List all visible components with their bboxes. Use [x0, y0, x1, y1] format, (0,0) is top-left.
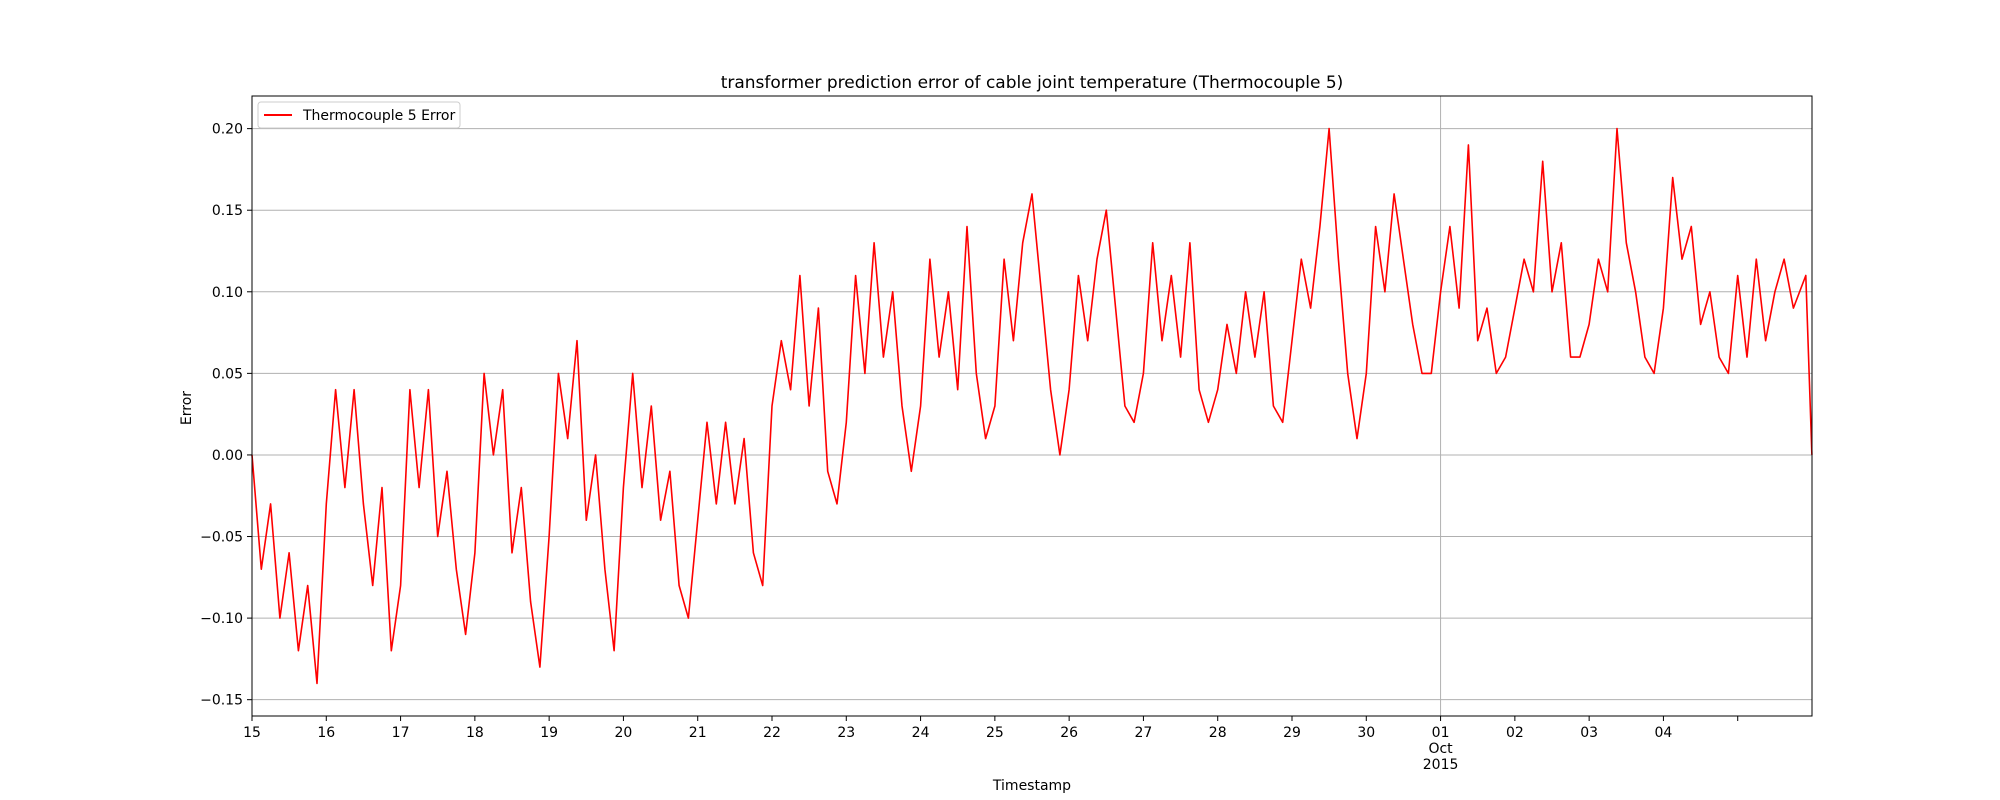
legend-box [257, 101, 461, 129]
x-tick-label: 01 [1432, 725, 1450, 741]
x-tick-label: 26 [1060, 725, 1078, 741]
x-tick-label: 28 [1209, 725, 1227, 741]
plot-frame [251, 95, 1813, 717]
x-tick-label: 04 [1655, 725, 1673, 741]
y-tick-label: −0.05 [200, 530, 243, 546]
y-tick-label: 0.00 [212, 448, 243, 464]
y-tick-label: 0.10 [212, 285, 243, 301]
x-tick-label: 25 [986, 725, 1004, 741]
x-tick-label: 27 [1135, 725, 1153, 741]
x-tick-label: 19 [540, 725, 558, 741]
y-axis: 0.20 0.15 0.10 0.05 0.00 −0.05 −0.10 −0.15 [200, 122, 252, 709]
x-tick-label: 16 [317, 725, 335, 741]
x-tick-sublabel: 2015 [1423, 757, 1459, 773]
grid-layer [252, 96, 1812, 716]
y-tick-label: 0.20 [212, 122, 243, 138]
x-tick-label: 03 [1580, 725, 1598, 741]
x-tick-label: 24 [912, 725, 930, 741]
series-layer [251, 127, 1813, 685]
x-tick-sublabel: Oct [1428, 741, 1453, 757]
x-tick-label: 18 [466, 725, 484, 741]
x-tick-label: 23 [837, 725, 855, 741]
x-tick-label: 02 [1506, 725, 1524, 741]
x-axis-label: Timestamp [992, 778, 1071, 794]
y-tick-label: −0.15 [200, 693, 243, 709]
x-tick-label: 22 [763, 725, 781, 741]
series-line [251, 127, 1813, 685]
x-tick-label: 20 [615, 725, 633, 741]
y-tick-label: −0.10 [200, 611, 243, 627]
y-tick-label: 0.05 [212, 366, 243, 382]
x-axis: 15 16 17 18 19 20 21 22 23 24 25 26 27 28 29 30 01Oct201… [243, 716, 1739, 773]
legend-label: Thermocouple 5 Error [302, 108, 455, 124]
legend: Thermocouple 5 Error [257, 101, 461, 129]
x-tick-label: 29 [1283, 725, 1301, 741]
x-tick-label: 21 [689, 725, 707, 741]
x-tick-label: 15 [243, 725, 261, 741]
y-tick-label: 0.15 [212, 203, 243, 219]
x-tick-label: 17 [392, 725, 410, 741]
x-tick-label: 30 [1357, 725, 1375, 741]
chart-title: transformer prediction error of cable jo… [721, 73, 1344, 93]
y-axis-label: Error [179, 391, 195, 425]
